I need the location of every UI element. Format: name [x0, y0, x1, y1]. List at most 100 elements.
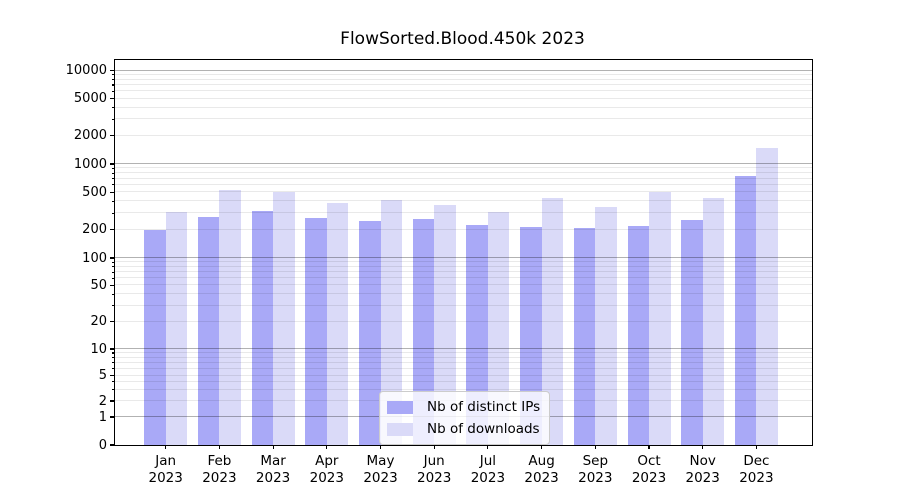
y-axis-tick [110, 98, 115, 100]
x-axis-tick-label: Mar 2023 [241, 453, 305, 487]
x-axis-month-label: Jun [423, 453, 445, 469]
x-axis-month-label: Dec [743, 453, 770, 469]
x-axis-tick-label: Sep 2023 [563, 453, 627, 487]
nb-of-downloads-bar-feb [219, 189, 241, 445]
x-axis-month-label: Apr [315, 453, 339, 469]
y-axis-minor-tick [112, 78, 115, 81]
nb-of-downloads-bar-apr [326, 202, 349, 445]
x-axis-tick [648, 445, 650, 449]
x-axis-tick [487, 445, 489, 449]
y-axis-tick [110, 348, 115, 350]
y-axis-tick [110, 257, 115, 259]
x-axis-tick [541, 445, 543, 449]
gridline-minor [115, 97, 812, 99]
y-axis-minor-tick [112, 389, 115, 391]
gridline-minor [115, 177, 812, 179]
x-axis-tick-label: Feb 2023 [187, 453, 251, 487]
gridline-minor [115, 134, 812, 136]
x-axis-tick [702, 445, 704, 449]
legend-item-nb-of-distinct-ips: Nb of distinct IPs [387, 398, 540, 416]
y-axis-tick [110, 400, 115, 402]
y-axis-minor-tick [112, 367, 115, 370]
x-axis-tick [379, 445, 382, 449]
x-axis-year-label: 2023 [578, 470, 613, 486]
nb-of-distinct-ips-bar-jul [466, 224, 488, 445]
y-axis-tick-label: 0 [98, 437, 107, 453]
x-axis-tick [272, 445, 274, 449]
y-axis-tick [110, 69, 115, 72]
x-axis-year-label: 2023 [255, 470, 291, 486]
y-axis-minor-tick [112, 212, 115, 214]
y-axis-minor-tick [112, 177, 115, 180]
nb-of-downloads-bar-dec [756, 148, 778, 445]
y-axis-tick-label: 2000 [73, 128, 107, 144]
x-axis-year-label: 2023 [417, 470, 452, 486]
x-axis-year-label: 2023 [309, 470, 344, 486]
y-axis-tick-label: 2 [98, 393, 107, 409]
y-axis-tick [110, 284, 115, 286]
nb-of-distinct-ips-bar-sep [573, 227, 596, 445]
x-axis-tick-label: Oct 2023 [617, 453, 681, 487]
x-axis-year-label: 2023 [685, 470, 720, 486]
y-axis-tick-label: 200 [82, 222, 107, 238]
x-axis-year-label: 2023 [202, 470, 237, 486]
gridline-minor [115, 106, 812, 108]
y-axis-minor-tick [112, 261, 115, 263]
y-axis-tick [110, 321, 115, 323]
gridline-minor [115, 172, 812, 174]
y-axis-minor-tick [112, 90, 115, 92]
y-axis-tick [110, 374, 115, 377]
gridline-minor [115, 183, 812, 185]
x-axis-month-label: Oct [637, 453, 661, 469]
nb-of-distinct-ips-bar-aug [520, 226, 542, 445]
nb-of-downloads-bar-mar [273, 191, 295, 445]
x-axis-tick-label: Jul 2023 [456, 453, 520, 487]
x-axis-tick-label: Dec 2023 [724, 453, 788, 487]
x-axis-tick-label: Aug 2023 [510, 453, 574, 487]
y-axis-tick-label: 1000 [73, 156, 107, 172]
y-axis-minor-tick [112, 107, 115, 109]
y-axis-minor-tick [112, 184, 115, 186]
legend-item-nb-of-downloads: Nb of downloads [387, 420, 540, 438]
gridline-minor [115, 118, 812, 120]
y-axis-tick [110, 229, 115, 231]
y-axis-tick-label: 500 [82, 184, 107, 200]
nb-of-distinct-ips-bar-mar [251, 210, 274, 445]
x-axis-month-label: May [366, 453, 395, 469]
x-axis-year-label: 2023 [363, 470, 398, 486]
gridline-minor [115, 73, 812, 75]
y-axis-minor-tick [112, 352, 115, 354]
y-axis-minor-tick [112, 74, 115, 76]
y-axis-minor-tick [112, 266, 115, 268]
nb-of-downloads-bar-may [380, 199, 402, 445]
legend-swatch [387, 400, 413, 414]
nb-of-distinct-ips-bar-jun [412, 219, 435, 445]
x-axis-month-label: Nov [689, 453, 716, 469]
y-axis-minor-tick [112, 172, 115, 174]
chart-title: FlowSorted.Blood.450k 2023 [340, 29, 585, 49]
nb-of-distinct-ips-bar-oct [627, 225, 649, 445]
y-axis-tick-label: 10 [90, 341, 107, 357]
x-axis-tick [218, 445, 220, 449]
y-axis-tick [110, 444, 115, 446]
gridline-minor [115, 90, 812, 92]
nb-of-downloads-bar-jan [165, 211, 188, 445]
x-axis-month-label: Jul [479, 453, 497, 469]
y-axis-minor-tick [112, 293, 115, 295]
x-axis-tick-label: Jan 2023 [134, 453, 198, 487]
legend-swatch [387, 422, 413, 436]
y-axis-tick-label: 1 [98, 409, 107, 425]
x-axis-month-label: Jan [155, 453, 177, 469]
y-axis-tick-label: 50 [90, 277, 107, 293]
nb-of-downloads-bar-jun [434, 205, 456, 445]
x-axis-year-label: 2023 [631, 470, 667, 486]
y-axis-minor-tick [112, 271, 115, 273]
y-axis-tick [110, 416, 115, 418]
x-axis-year-label: 2023 [470, 470, 506, 486]
legend: Nb of distinct IPs Nb of downloads [379, 391, 551, 445]
x-axis-year-label: 2023 [524, 470, 559, 486]
nb-of-downloads-bar-sep [595, 206, 617, 445]
x-axis-month-label: Feb [207, 453, 232, 469]
nb-of-distinct-ips-bar-feb [197, 217, 220, 445]
